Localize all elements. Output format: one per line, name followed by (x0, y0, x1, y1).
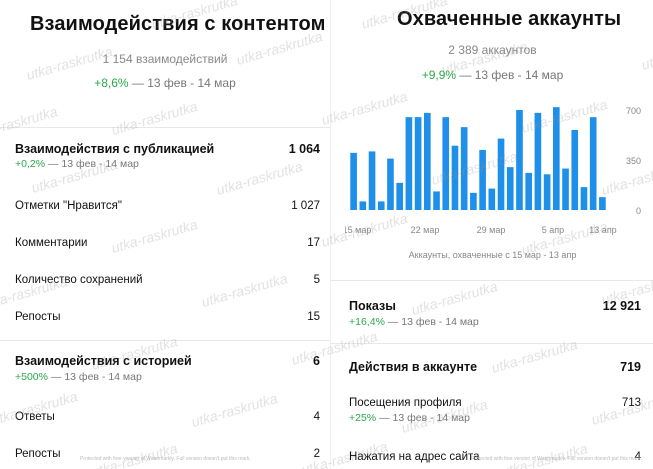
story-interactions-value: 6 (313, 354, 320, 368)
trend-range: — 13 фев - 14 мар (456, 68, 564, 82)
saves-row-label: Количество сохранений (15, 274, 143, 286)
y-tick-label: 350 (626, 156, 641, 166)
chart-bar[interactable] (479, 150, 486, 210)
x-tick-label: 5 апр (542, 225, 564, 235)
post-interactions-title[interactable]: Взаимодействия с публикацией (15, 142, 215, 156)
chart-bar[interactable] (599, 197, 606, 210)
divider (0, 127, 330, 128)
address-taps-label: Нажатия на адрес сайта (349, 451, 480, 463)
summary-trend: +9,9% — 13 фев - 14 мар (331, 68, 653, 82)
summary-count: 2 389 аккаунтов (448, 43, 537, 57)
profile-visits-trend: +25% — 13 фев - 14 мар (349, 412, 470, 424)
comments-row-label: Комментарии (15, 237, 88, 249)
trend-range: — 13 фев - 14 мар (48, 371, 142, 383)
x-tick-label: 13 апр (589, 225, 616, 235)
chart-bar[interactable] (580, 187, 588, 210)
accounts-reached-chart: 700 350 0 15 мар 22 мар 29 мар 5 апр 13 апр (345, 102, 645, 242)
divider (331, 343, 653, 344)
story-shares-row-label: Репосты (15, 448, 61, 460)
shares-value: 15 (307, 311, 320, 323)
account-actions-title[interactable]: Действия в аккаунте (349, 360, 478, 374)
chart-bar[interactable] (589, 117, 597, 210)
trend-percent: +9,9% (421, 68, 457, 82)
chart-bar[interactable] (543, 174, 551, 210)
summary-count: 1 154 взаимодействий (102, 52, 228, 66)
story-interactions-trend: +500% — 13 фев - 14 мар (15, 371, 142, 383)
chart-bar[interactable] (405, 117, 413, 210)
chart-bar[interactable] (460, 127, 468, 210)
chart-bar[interactable] (414, 117, 422, 210)
impressions-title[interactable]: Показы (349, 299, 396, 313)
chart-bar[interactable] (534, 112, 542, 210)
x-tick-label: 15 мар (345, 225, 371, 235)
chart-bar[interactable] (470, 192, 477, 210)
account-actions-value: 719 (620, 360, 641, 374)
profile-visits-value: 713 (621, 397, 641, 409)
x-tick-label: 22 мар (411, 225, 440, 235)
chart-bar[interactable] (433, 191, 440, 210)
y-tick-label: 0 (636, 206, 641, 216)
post-interactions-trend: +0,2% — 13 фев - 14 мар (15, 158, 139, 170)
trend-percent: +8,6% (94, 76, 129, 90)
y-tick-label: 700 (626, 106, 641, 116)
chart-bar[interactable] (497, 138, 505, 210)
watermark-footer-note: Protected with free version of Watermark… (80, 456, 251, 462)
row-label: Отметки "Нравится" (15, 200, 122, 212)
replies-row-label: Ответы (15, 411, 55, 423)
chart-bar[interactable] (442, 117, 450, 210)
panel-title: Охваченные аккаунты (397, 8, 622, 30)
trend-range: — 13 фев - 14 мар (384, 316, 479, 328)
chart-bar[interactable] (571, 130, 579, 210)
chart-bar[interactable] (553, 107, 560, 210)
comments-value: 17 (307, 237, 320, 249)
impressions-value: 12 921 (602, 299, 641, 313)
chart-caption: Аккаунты, охваченные с 15 мар - 13 апр (408, 250, 577, 260)
chart-bar[interactable] (387, 158, 394, 210)
x-tick-label: 29 мар (477, 225, 506, 235)
chart-bar[interactable] (562, 168, 569, 210)
chart-bar[interactable] (396, 182, 403, 210)
chart-bar[interactable] (525, 172, 532, 210)
chart-bar[interactable] (350, 152, 357, 210)
trend-range: — 13 фев - 14 мар (45, 158, 139, 170)
chart-bar[interactable] (377, 201, 385, 210)
shares-row-label: Репосты (15, 311, 61, 323)
chart-bar[interactable] (451, 145, 459, 210)
impressions-trend: +16,4% — 13 фев - 14 мар (349, 316, 479, 328)
story-shares-value: 2 (313, 448, 320, 460)
profile-visits-label: Посещения профиля (349, 397, 462, 409)
accounts-reached-panel: Охваченные аккаунты 2 389 аккаунтов +9,9… (330, 0, 653, 469)
panel-title: Взаимодействия с контентом (30, 13, 326, 35)
content-interactions-panel: Взаимодействия с контентом 1 154 взаимод… (0, 13, 330, 462)
trend-percent: +25% (349, 412, 377, 424)
chart-bar[interactable] (488, 188, 496, 210)
divider (0, 340, 330, 341)
trend-percent: +16,4% (349, 316, 385, 328)
summary-trend: +8,6% — 13 фев - 14 мар (0, 76, 330, 90)
trend-percent: +500% (15, 371, 48, 383)
chart-bar[interactable] (359, 201, 367, 210)
chart-bar[interactable] (506, 167, 514, 210)
trend-range: — 13 фев - 14 мар (128, 76, 236, 90)
watermark-footer-note: Protected with free version of Watermark… (471, 456, 642, 462)
bar-chart: 700 350 0 15 мар 22 мар 29 мар 5 апр 13 апр (345, 106, 641, 235)
likes-value: 1 027 (291, 200, 320, 212)
address-taps-value: 4 (634, 451, 641, 463)
story-interactions-title[interactable]: Взаимодействия с историей (15, 354, 192, 368)
divider (331, 280, 653, 281)
replies-value: 4 (313, 411, 320, 423)
chart-bar[interactable] (368, 151, 376, 210)
saves-value: 5 (313, 274, 320, 286)
chart-bar[interactable] (424, 112, 431, 210)
trend-percent: +0,2% (15, 158, 46, 170)
chart-bar[interactable] (516, 110, 523, 210)
post-interactions-value: 1 064 (288, 142, 320, 156)
trend-range: — 13 фев - 14 мар (376, 412, 470, 424)
